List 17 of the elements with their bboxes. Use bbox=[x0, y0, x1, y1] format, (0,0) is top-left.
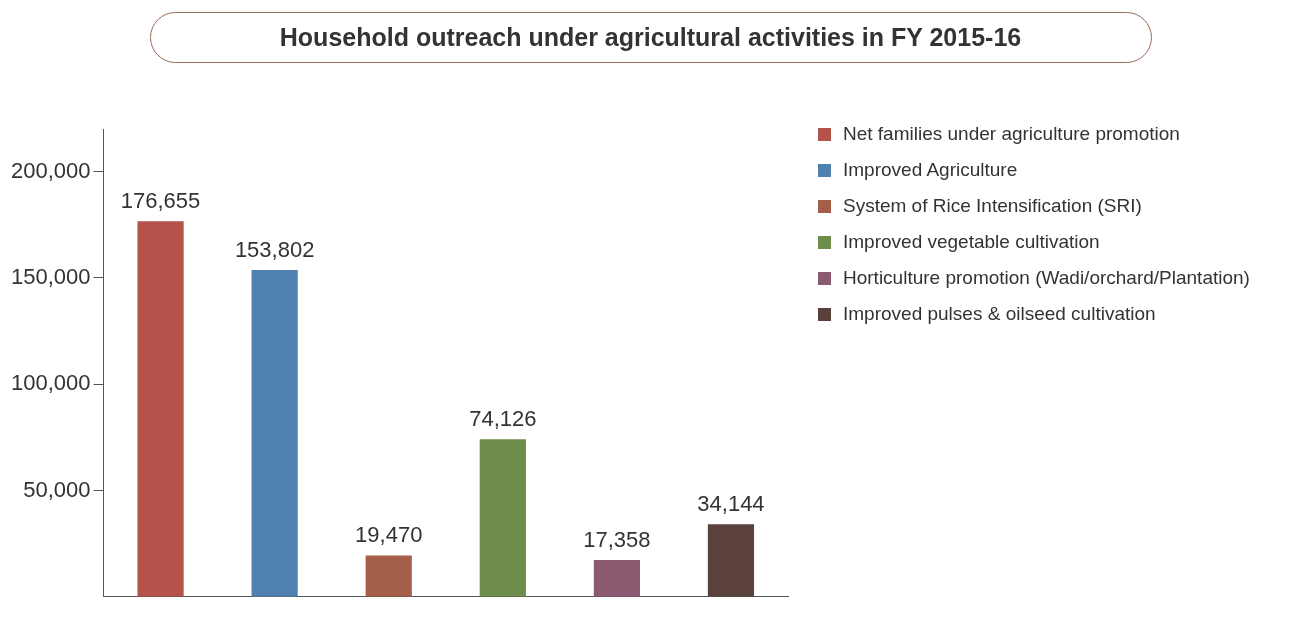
y-tick-label: 200,000 bbox=[10, 157, 91, 183]
y-tick-label: 100,000 bbox=[10, 370, 91, 396]
data-label: 19,470 bbox=[355, 522, 423, 548]
legend-label: System of Rice Intensification (SRI) bbox=[843, 195, 1142, 217]
legend-label: Improved vegetable cultivation bbox=[843, 231, 1100, 253]
legend-label: Improved pulses & oilseed cultivation bbox=[843, 303, 1156, 325]
data-label: 74,126 bbox=[469, 406, 537, 432]
data-label: 176,655 bbox=[120, 188, 201, 214]
data-label: 34,144 bbox=[697, 491, 765, 517]
y-tick-label: 50,000 bbox=[23, 476, 91, 502]
chart-title: Household outreach under agricultural activities in FY 2015-16 bbox=[149, 12, 1152, 63]
data-label: 153,802 bbox=[234, 236, 315, 262]
y-tick-label: 150,000 bbox=[10, 264, 91, 290]
data-label: 17,358 bbox=[583, 526, 651, 552]
legend-label: Improved Agriculture bbox=[843, 159, 1018, 181]
legend-label: Horticulture promotion (Wadi/orchard/Plantation) bbox=[843, 267, 1250, 289]
legend-label: Net families under agriculture promotion bbox=[843, 123, 1180, 145]
